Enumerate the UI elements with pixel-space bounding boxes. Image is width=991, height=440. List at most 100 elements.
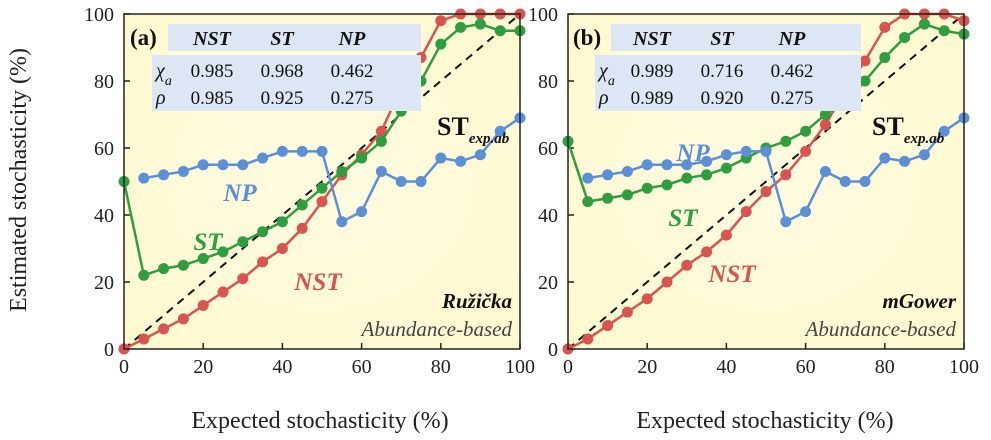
point-st: [681, 172, 693, 184]
point-np: [375, 165, 387, 177]
point-st: [158, 263, 170, 275]
series-label-np: NP: [222, 180, 257, 207]
reference-line: [567, 13, 965, 350]
table-cell: 0.462: [331, 61, 374, 82]
table-cell: 0.989: [631, 88, 674, 109]
table-cell: 0.716: [701, 61, 744, 82]
point-np: [681, 159, 693, 171]
point-np: [138, 172, 150, 184]
point-np: [455, 155, 467, 167]
point-np: [819, 165, 831, 177]
x-tick-label: 40: [272, 356, 292, 378]
point-st: [938, 25, 950, 37]
point-nst: [158, 323, 170, 335]
point-st: [800, 125, 812, 137]
point-nst: [740, 206, 752, 218]
y-tick-label: 20: [538, 272, 558, 294]
series-label-nst: NST: [293, 269, 343, 296]
point-st: [474, 18, 486, 30]
x-axis-title-a: Expected stochasticity (%): [191, 408, 448, 434]
series-label-nst: NST: [707, 261, 757, 288]
point-nst: [701, 246, 713, 258]
y-tick-label: 40: [538, 205, 558, 227]
point-np: [879, 152, 891, 164]
point-nst: [582, 333, 594, 345]
point-st: [217, 246, 229, 258]
point-np: [356, 206, 368, 218]
x-tick-label: 40: [716, 356, 736, 378]
point-st: [859, 75, 871, 87]
table-col-header: ST: [710, 28, 734, 50]
point-np: [276, 145, 288, 157]
x-tick-label: 80: [875, 356, 895, 378]
point-st: [819, 109, 831, 120]
table-cell: 0.275: [331, 88, 374, 109]
point-nst: [602, 320, 614, 332]
y-tick-label: 0: [104, 339, 114, 361]
point-st: [257, 226, 269, 238]
point-np: [415, 176, 427, 187]
point-st: [375, 135, 387, 147]
point-st: [621, 189, 633, 201]
point-st: [661, 179, 673, 191]
point-np: [740, 145, 752, 157]
table-cell: 0.985: [191, 61, 234, 82]
point-nst: [720, 229, 732, 241]
point-np: [720, 149, 732, 161]
point-np: [602, 169, 614, 181]
basis-label: Abundance-based: [804, 317, 957, 341]
series-label-st: ST: [668, 205, 699, 232]
x-tick-label: 20: [193, 356, 213, 378]
point-np: [780, 216, 792, 228]
point-np: [582, 172, 594, 184]
point-np: [938, 125, 950, 137]
method-label: Ružička: [441, 289, 512, 313]
point-np: [494, 125, 506, 137]
y-tick-label: 80: [538, 71, 558, 93]
x-tick-label: 60: [796, 356, 816, 378]
point-np: [474, 149, 486, 161]
point-np: [918, 149, 930, 161]
point-nst: [217, 286, 229, 298]
y-tick-label: 40: [94, 205, 114, 227]
table-header-bg: [168, 24, 421, 51]
point-st: [641, 182, 653, 194]
x-tick-label: 0: [119, 356, 129, 378]
point-np: [237, 159, 249, 171]
point-nst: [819, 119, 831, 131]
point-st: [356, 152, 368, 164]
point-st: [138, 269, 150, 281]
point-st: [780, 135, 792, 147]
point-st: [701, 169, 713, 181]
point-np: [158, 169, 170, 181]
plot-frame: [567, 13, 965, 350]
x-tick-label: 60: [352, 356, 372, 378]
point-st: [197, 253, 209, 265]
point-np: [296, 145, 308, 157]
panel-tag: (a): [130, 25, 157, 50]
point-st: [494, 25, 506, 37]
basis-label: Abundance-based: [360, 317, 513, 341]
point-st: [602, 192, 614, 204]
point-st: [582, 196, 594, 208]
point-nst: [800, 145, 812, 157]
point-nst: [197, 299, 209, 311]
y-tick-label: 80: [94, 71, 114, 93]
point-nst: [375, 125, 387, 137]
point-st: [336, 165, 348, 177]
x-tick-label: 100: [505, 356, 535, 378]
point-nst: [879, 21, 891, 33]
point-np: [839, 176, 851, 187]
point-nst: [780, 169, 792, 181]
point-nst: [435, 15, 447, 27]
table-row-header: ρ: [155, 87, 166, 109]
point-nst: [257, 256, 269, 268]
point-np: [217, 159, 229, 171]
method-label: mGower: [883, 289, 957, 313]
y-tick-label: 100: [528, 4, 558, 26]
x-axis-title-b: Expected stochasticity (%): [636, 408, 893, 434]
point-np: [641, 159, 653, 171]
